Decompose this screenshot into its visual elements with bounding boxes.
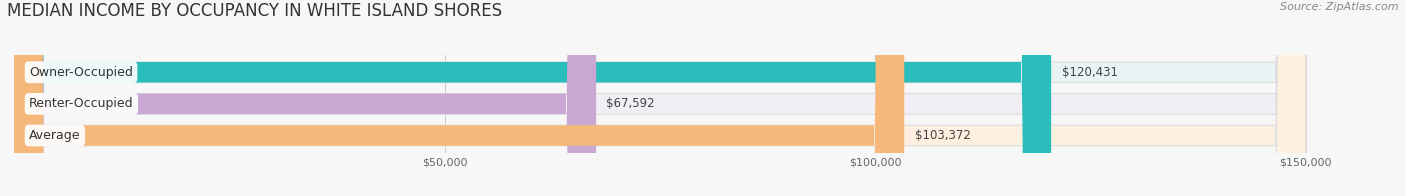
Text: $67,592: $67,592 xyxy=(606,97,655,110)
Text: MEDIAN INCOME BY OCCUPANCY IN WHITE ISLAND SHORES: MEDIAN INCOME BY OCCUPANCY IN WHITE ISLA… xyxy=(7,2,502,20)
FancyBboxPatch shape xyxy=(14,0,1306,196)
FancyBboxPatch shape xyxy=(14,0,596,196)
FancyBboxPatch shape xyxy=(14,0,904,196)
Text: $103,372: $103,372 xyxy=(915,129,970,142)
Text: Average: Average xyxy=(30,129,80,142)
FancyBboxPatch shape xyxy=(14,0,1306,196)
FancyBboxPatch shape xyxy=(14,0,1052,196)
Text: Source: ZipAtlas.com: Source: ZipAtlas.com xyxy=(1281,2,1399,12)
Text: $120,431: $120,431 xyxy=(1062,66,1118,79)
FancyBboxPatch shape xyxy=(14,0,1306,196)
Text: Renter-Occupied: Renter-Occupied xyxy=(30,97,134,110)
Text: Owner-Occupied: Owner-Occupied xyxy=(30,66,134,79)
